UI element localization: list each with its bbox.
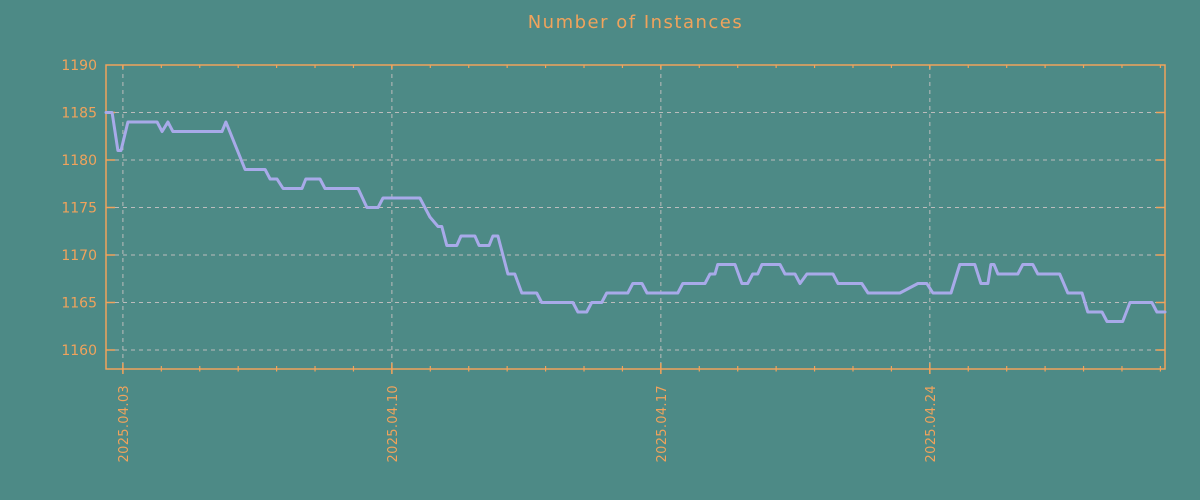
- x-tick-label: 2025.04.10: [386, 385, 401, 462]
- x-tick-label: 2025.04.03: [117, 385, 132, 462]
- x-tick-label: 2025.04.17: [655, 385, 670, 462]
- y-tick-label: 1170: [61, 248, 97, 264]
- chart-title: Number of Instances: [527, 12, 744, 33]
- plot-border: [105, 64, 1166, 370]
- y-tick-label: 1160: [61, 343, 97, 359]
- y-tick-label: 1190: [61, 58, 97, 74]
- x-tick-label: 2025.04.24: [924, 385, 939, 462]
- y-tick-label: 1175: [61, 201, 97, 217]
- y-tick-label: 1165: [61, 296, 97, 312]
- y-tick-label: 1185: [61, 106, 97, 122]
- y-tick-label: 1180: [61, 153, 97, 169]
- series-line: [104, 111, 1167, 323]
